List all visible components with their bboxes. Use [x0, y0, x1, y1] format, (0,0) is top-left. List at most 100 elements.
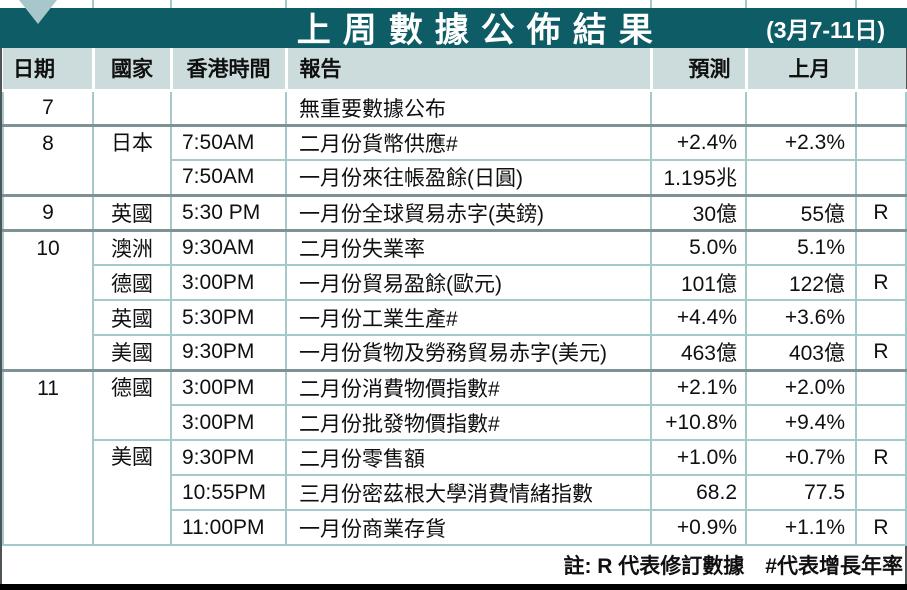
cell-country: 德國 — [92, 264, 172, 301]
column-header-hk-time: 香港時間 — [169, 48, 286, 92]
cell-previous-month: 403億 — [745, 334, 857, 371]
cell-revised-flag — [855, 368, 907, 406]
down-triangle-icon — [19, 0, 57, 24]
cell-forecast: 30億 — [650, 193, 747, 231]
column-tick — [170, 0, 172, 8]
cell-revised-flag — [855, 159, 907, 196]
cell-report: 二月份零售額 — [285, 439, 652, 476]
column-header-report: 報告 — [284, 48, 651, 92]
table-footnote: 註: R 代表修訂數據 #代表增長年率 — [2, 546, 905, 584]
cell-previous-month: +1.1% — [745, 509, 857, 546]
cell-forecast: +10.8% — [650, 404, 747, 441]
cell-forecast: +2.4% — [650, 123, 747, 161]
cell-date: 8 — [2, 123, 94, 196]
cell-previous-month: +2.0% — [745, 368, 857, 406]
column-tick — [855, 0, 857, 8]
cell-previous-month — [745, 88, 857, 126]
cell-report: 無重要數據公布 — [285, 88, 652, 126]
cell-hk-time: 9:30PM — [170, 334, 287, 371]
column-tick — [92, 0, 94, 8]
cell-date: 7 — [2, 88, 94, 126]
cell-revised-flag: R — [855, 264, 907, 301]
cell-report: 一月份商業存貨 — [285, 509, 652, 546]
cell-report: 二月份批發物價指數# — [285, 404, 652, 441]
cell-previous-month: 5.1% — [745, 228, 857, 266]
cell-report: 二月份消費物價指數# — [285, 368, 652, 406]
table-row: 7:50AM 一月份來往帳盈餘(日圓) 1.195兆 — [3, 159, 907, 196]
cell-revised-flag — [855, 404, 907, 441]
column-header-forecast: 預測 — [649, 48, 746, 92]
cell-forecast: 68.2 — [650, 474, 747, 511]
cell-revised-flag: R — [855, 334, 907, 371]
table-row: 英國 5:30PM 一月份工業生產# +4.4% +3.6% — [3, 299, 907, 336]
cell-revised-flag: R — [855, 439, 907, 476]
cell-revised-flag — [855, 123, 907, 161]
table-row: 11 德國 3:00PM 二月份消費物價指數# +2.1% +2.0% — [2, 368, 907, 546]
cell-country: 日本 — [92, 123, 172, 196]
cell-hk-time: 3:00PM — [170, 264, 287, 301]
cell-report: 二月份貨幣供應# — [285, 123, 652, 161]
cell-hk-time: 5:30PM — [170, 299, 287, 336]
cell-revised-flag — [855, 88, 907, 126]
table-row: 10:55PM 三月份密茲根大學消費情緒指數 68.2 77.5 — [3, 474, 907, 511]
date-range: (3月7-11日) — [766, 17, 885, 43]
cell-hk-time: 7:50AM — [170, 159, 287, 196]
cell-hk-time: 7:50AM — [170, 123, 287, 161]
cell-country — [92, 88, 172, 126]
cell-hk-time — [170, 88, 287, 126]
table-row: 德國 3:00PM 一月份貿易盈餘(歐元) 101億 122億 R — [3, 264, 907, 301]
cell-revised-flag — [855, 299, 907, 336]
table-row: 美國 9:30PM 一月份貨物及勞務貿易赤字(美元) 463億 403億 R — [3, 334, 907, 371]
table-frame: 日期 國家 香港時間 報告 預測 上月 7 無重要數據公布 8 日本 7:50AM 二月份貨幣供應#… — [0, 48, 907, 584]
table-header-row: 日期 國家 香港時間 報告 預測 上月 — [3, 48, 906, 92]
cell-previous-month: 55億 — [745, 193, 857, 231]
cell-hk-time: 3:00PM — [170, 404, 287, 441]
cell-forecast: 463億 — [650, 334, 747, 371]
cell-country: 德國 — [92, 368, 172, 441]
title-bar: 上周數據公佈結果 (3月7-11日) — [0, 8, 907, 50]
cell-forecast — [650, 88, 747, 126]
cell-report: 一月份全球貿易赤字(英鎊) — [285, 193, 652, 231]
cell-report: 三月份密茲根大學消費情緒指數 — [285, 474, 652, 511]
table-row: 10 澳洲 9:30AM 二月份失業率 5.0% 5.1% — [2, 228, 907, 371]
cell-forecast: 1.195兆 — [650, 159, 747, 196]
table-row: 11:00PM 一月份商業存貨 +0.9% +1.1% R — [3, 509, 907, 546]
cell-forecast: 101億 — [650, 264, 747, 301]
cell-hk-time: 11:00PM — [170, 509, 287, 546]
cell-previous-month: +3.6% — [745, 299, 857, 336]
cell-country: 澳洲 — [92, 228, 172, 266]
table-row: 9 英國 5:30 PM 一月份全球貿易赤字(英鎊) 30億 55億 R — [2, 193, 907, 231]
cell-previous-month: +0.7% — [745, 439, 857, 476]
cell-country: 英國 — [92, 193, 172, 231]
cell-previous-month — [745, 159, 857, 196]
table-row: 7 無重要數據公布 — [2, 88, 907, 126]
cell-revised-flag: R — [855, 509, 907, 546]
top-strip — [0, 0, 907, 8]
cell-forecast: +1.0% — [650, 439, 747, 476]
column-tick — [745, 0, 747, 8]
cell-report: 一月份貨物及勞務貿易赤字(美元) — [285, 334, 652, 371]
cell-report: 一月份貿易盈餘(歐元) — [285, 264, 652, 301]
cell-country: 美國 — [92, 334, 172, 371]
cell-previous-month: +9.4% — [745, 404, 857, 441]
column-header-revised-flag — [854, 48, 906, 92]
cell-forecast: 5.0% — [650, 228, 747, 266]
cell-previous-month: 77.5 — [745, 474, 857, 511]
cell-revised-flag: R — [855, 193, 907, 231]
cell-previous-month: +2.3% — [745, 123, 857, 161]
column-tick — [650, 0, 652, 8]
cell-country: 美國 — [92, 439, 172, 546]
data-table: 日期 國家 香港時間 報告 預測 上月 7 無重要數據公布 8 日本 7:50AM 二月份貨幣供應#… — [2, 48, 907, 546]
cell-forecast: +0.9% — [650, 509, 747, 546]
cell-date: 9 — [2, 193, 94, 231]
cell-hk-time: 9:30PM — [170, 439, 287, 476]
table-row: 美國 9:30PM 二月份零售額 +1.0% +0.7% R — [3, 439, 907, 546]
bottom-bar — [0, 584, 907, 590]
cell-hk-time: 5:30 PM — [170, 193, 287, 231]
cell-country: 英國 — [92, 299, 172, 336]
cell-report: 一月份來往帳盈餘(日圓) — [285, 159, 652, 196]
column-header-country: 國家 — [91, 48, 171, 92]
table-row: 3:00PM 二月份批發物價指數# +10.8% +9.4% — [3, 404, 907, 441]
cell-report: 二月份失業率 — [285, 228, 652, 266]
